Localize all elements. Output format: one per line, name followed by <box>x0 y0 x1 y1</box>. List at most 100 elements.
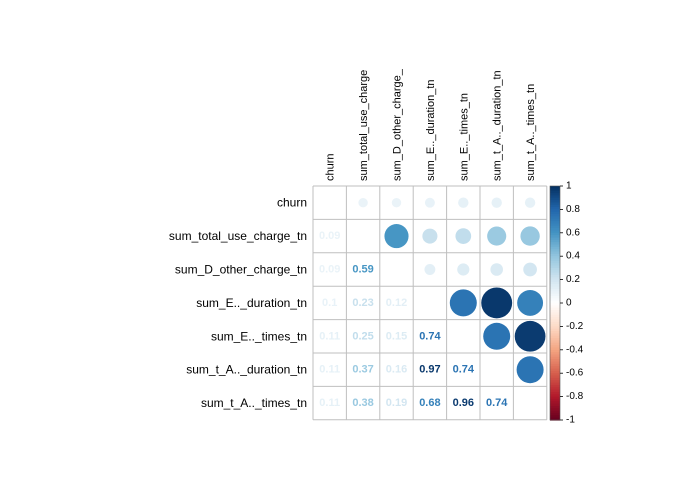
correlation-circle <box>358 197 368 208</box>
correlation-value: 0.96 <box>453 397 474 409</box>
row-label: sum_t_A.._times_tn <box>201 396 307 410</box>
colorbar-segment <box>550 356 560 360</box>
colorbar-segment <box>550 303 560 306</box>
correlation-marks <box>358 197 546 384</box>
colorbar-segment <box>550 228 560 232</box>
colorbar-segment <box>550 349 560 353</box>
colorbar-segment <box>550 368 560 372</box>
correlation-value: 0.97 <box>419 364 440 376</box>
colorbar-segment <box>550 408 560 412</box>
colorbar-segment <box>550 387 560 391</box>
colorbar-tick-label: 0.8 <box>566 204 580 215</box>
colorbar-segment <box>550 211 560 215</box>
colorbar-segment <box>550 382 560 386</box>
colorbar-segment <box>550 279 560 283</box>
colorbar-segment <box>550 235 560 239</box>
correlation-circle <box>424 197 435 208</box>
colorbar-segment <box>550 338 560 342</box>
colorbar-tick-label: 0.2 <box>566 274 580 285</box>
correlation-circle <box>422 228 438 244</box>
correlation-value: 0.09 <box>319 264 340 276</box>
column-label: sum_E.._times_tn <box>458 93 470 181</box>
colorbar-segment <box>550 230 560 234</box>
colorbar-segment <box>550 188 560 192</box>
correlation-value: 0.74 <box>419 330 441 342</box>
correlation-circle <box>517 289 544 316</box>
colorbar-segment <box>550 401 560 405</box>
correlation-circle <box>490 263 503 276</box>
colorbar-segment <box>550 398 560 402</box>
colorbar-segment <box>550 412 560 416</box>
colorbar-tick-label: 0 <box>566 298 572 309</box>
correlation-circle <box>424 264 436 275</box>
row-label: sum_E.._times_tn <box>211 329 307 343</box>
colorbar-segment <box>550 298 560 302</box>
correlation-circle <box>458 197 469 208</box>
colorbar-segment <box>550 286 560 290</box>
colorbar-segment <box>550 277 560 281</box>
colorbar-segment <box>550 335 560 339</box>
colorbar-segment <box>550 195 560 199</box>
colorbar-segment <box>550 331 560 335</box>
colorbar-segment <box>550 324 560 327</box>
column-label: sum_D_other_charge_ <box>392 68 404 181</box>
colorbar-segment <box>550 218 560 222</box>
correlation-value: 0.1 <box>322 297 337 309</box>
colorbar-segment <box>550 270 560 274</box>
correlation-circle <box>514 320 546 352</box>
colorbar-segment <box>550 342 560 346</box>
colorbar-segment <box>550 239 560 243</box>
correlation-circle <box>487 226 507 246</box>
colorbar-segment <box>550 223 560 227</box>
colorbar-segment <box>550 242 560 246</box>
colorbar-tick-label: 0.4 <box>566 251 580 262</box>
colorbar-segment <box>550 256 560 260</box>
correlation-circle <box>524 197 536 208</box>
colorbar-segment <box>550 370 560 374</box>
colorbar-segment <box>550 410 560 414</box>
column-label: sum_t_A.._times_tn <box>525 84 537 181</box>
colorbar-segment <box>550 263 560 267</box>
correlation-circle <box>523 262 537 277</box>
correlation-value: 0.74 <box>453 364 475 376</box>
row-labels: churn sum_total_use_charge_tn sum_D_other_… <box>169 196 307 410</box>
colorbar-segment <box>550 340 560 344</box>
correlation-value: 0.11 <box>319 364 340 376</box>
colorbar-segment <box>550 396 560 400</box>
colorbar-tick-label: 1 <box>566 181 572 192</box>
correlation-value: 0.16 <box>386 364 407 376</box>
correlation-value: 0.23 <box>352 297 373 309</box>
correlation-value: 0.11 <box>319 397 340 409</box>
correlation-circle <box>391 197 402 208</box>
colorbar-segment <box>550 328 560 332</box>
row-label: sum_t_A.._duration_tn <box>186 363 307 377</box>
colorbar-segment <box>550 312 560 316</box>
correlation-value: 0.38 <box>352 397 373 409</box>
correlation-value: 0.11 <box>319 330 340 342</box>
colorbar-segment <box>550 209 560 213</box>
correlation-value: 0.15 <box>386 330 407 342</box>
colorbar-tick-label: -1 <box>566 415 575 426</box>
colorbar-segment <box>550 345 560 349</box>
colorbar-segment <box>550 317 560 320</box>
colorbar-segment <box>550 207 560 210</box>
correlation-value: 0.37 <box>352 364 373 376</box>
correlation-value: 0.12 <box>386 297 407 309</box>
colorbar-segment <box>550 202 560 206</box>
colorbar-segment <box>550 352 560 356</box>
colorbar-segment <box>550 214 560 218</box>
colorbar-segment <box>550 359 560 363</box>
colorbar-segment <box>550 232 560 236</box>
row-label: sum_total_use_charge_tn <box>169 229 307 243</box>
colorbar-segment <box>550 377 560 381</box>
correlation-circle <box>483 322 511 350</box>
correlation-circle <box>449 289 477 317</box>
colorbar-segment <box>550 363 560 367</box>
row-label: sum_E.._duration_tn <box>196 296 307 310</box>
cell-grid <box>312 185 548 421</box>
colorbar-segment <box>550 293 560 297</box>
colorbar-segment <box>550 281 560 285</box>
colorbar-segment <box>550 347 560 351</box>
colorbar-segment <box>550 237 560 241</box>
colorbar-segment <box>550 314 560 318</box>
